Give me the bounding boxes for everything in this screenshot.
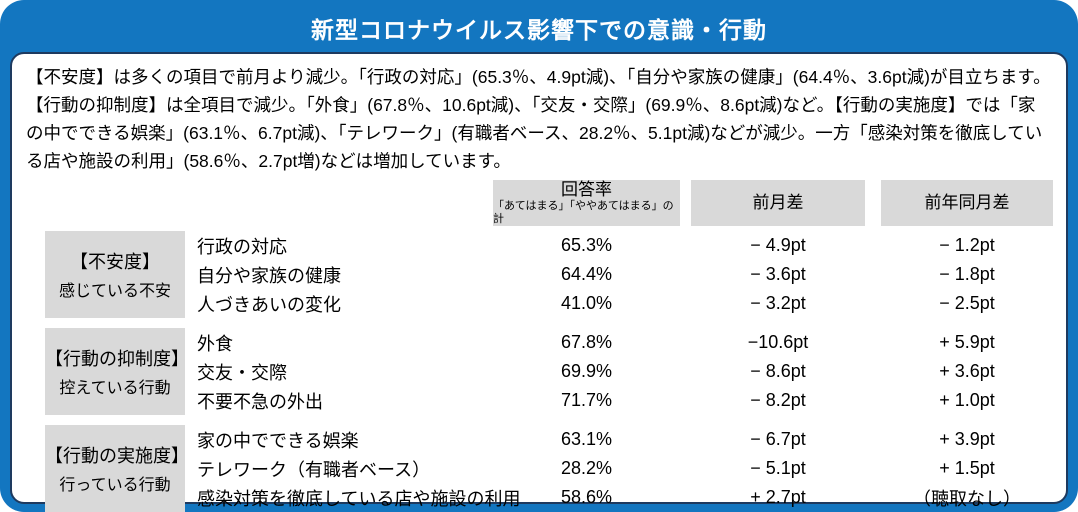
row-item-label: 家の中でできる娯楽 — [197, 430, 359, 451]
header-yoy-diff-label: 前年同月差 — [924, 193, 1010, 213]
row-mom-diff: − 3.6pt — [750, 264, 806, 284]
content-panel: 【不安度】は多くの項目で前月より減少。「行政の対応」(65.3％、4.9pt減)… — [10, 52, 1068, 512]
group-restraint: 【行動の抑制度】 控えている行動 外食 67.8% −10.6pt + 5.9p… — [24, 328, 1054, 415]
row-item-label: 自分や家族の健康 — [197, 265, 341, 286]
row-item-label: 感染対策を徹底している店や施設の利用 — [197, 488, 521, 509]
row-mom-diff: −10.6pt — [747, 332, 809, 352]
group-category: 【行動の抑制度】 — [45, 349, 189, 369]
row-mom-diff: − 4.9pt — [750, 235, 806, 255]
row-yoy-diff: （聴取なし） — [913, 488, 1021, 509]
row-yoy-diff: + 3.9pt — [939, 429, 995, 449]
group-implementation-label-box: 【行動の実施度】 行っている行動 — [45, 425, 189, 512]
row-item-label: テレワーク（有職者ベース） — [197, 459, 431, 480]
row-mom-diff: + 2.7pt — [750, 487, 806, 507]
row-yoy-diff: + 1.0pt — [939, 390, 995, 410]
row-answer-rate: 28.2% — [560, 458, 613, 478]
group-restraint-label-box: 【行動の抑制度】 控えている行動 — [45, 328, 189, 415]
row-yoy-diff: − 1.2pt — [939, 235, 995, 255]
header-mom-diff: 前月差 — [691, 180, 865, 226]
row-answer-rate: 64.4% — [560, 264, 613, 284]
row-item-label: 外食 — [197, 333, 233, 354]
row-answer-rate: 69.9% — [560, 361, 613, 381]
row-answer-rate: 71.7% — [560, 390, 613, 410]
row-yoy-diff: − 2.5pt — [939, 293, 995, 313]
row-answer-rate: 67.8% — [560, 332, 613, 352]
header-mom-diff-label: 前月差 — [752, 193, 804, 213]
header-answer-rate-subnote: 「あてはまる」「ややあてはまる」の計 — [493, 199, 674, 225]
group-anxiety: 【不安度】 感じている不安 行政の対応 65.3% − 4.9pt − 1.2p… — [24, 231, 1054, 318]
header-answer-rate: 回答率 「あてはまる」「ややあてはまる」の計 — [493, 180, 680, 226]
group-category: 【不安度】 — [70, 252, 160, 272]
row-mom-diff: − 6.7pt — [750, 429, 806, 449]
group-subcategory: 控えている行動 — [59, 380, 171, 397]
row-answer-rate: 65.3% — [560, 235, 613, 255]
summary-text: 【不安度】は多くの項目で前月より減少。「行政の対応」(65.3％、4.9pt減)… — [26, 67, 1051, 171]
row-yoy-diff: − 1.8pt — [939, 264, 995, 284]
header-yoy-diff: 前年同月差 — [881, 180, 1053, 226]
group-anxiety-label-box: 【不安度】 感じている不安 — [45, 231, 185, 318]
row-item-label: 不要不急の外出 — [197, 391, 323, 412]
row-yoy-diff: + 5.9pt — [939, 332, 995, 352]
row-item-label: 行政の対応 — [197, 236, 287, 257]
row-mom-diff: − 5.1pt — [750, 458, 806, 478]
table-header-row: 回答率 「あてはまる」「ややあてはまる」の計 前月差 前年同月差 — [24, 180, 1054, 226]
group-subcategory: 行っている行動 — [59, 477, 171, 494]
row-item-label: 人づきあいの変化 — [197, 294, 341, 315]
row-answer-rate: 41.0% — [560, 293, 613, 313]
header-answer-rate-label: 回答率 — [561, 180, 612, 199]
row-mom-diff: − 8.6pt — [750, 361, 806, 381]
row-answer-rate: 63.1% — [560, 429, 613, 449]
row-yoy-diff: + 3.6pt — [939, 361, 995, 381]
row-yoy-diff: + 1.5pt — [939, 458, 995, 478]
page-title: 新型コロナウイルス影響下での意識・行動 — [311, 17, 767, 43]
row-item-label: 交友・交際 — [197, 362, 287, 383]
group-category: 【行動の実施度】 — [45, 446, 189, 466]
row-mom-diff: − 3.2pt — [750, 293, 806, 313]
group-implementation: 【行動の実施度】 行っている行動 家の中でできる娯楽 63.1% − 6.7pt… — [24, 425, 1054, 512]
row-answer-rate: 58.6% — [560, 487, 613, 507]
group-subcategory: 感じている不安 — [58, 283, 171, 300]
row-mom-diff: − 8.2pt — [750, 390, 806, 410]
